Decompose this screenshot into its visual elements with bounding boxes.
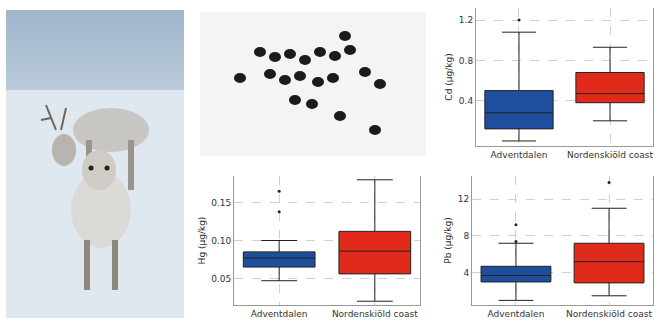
svg-text:Nordenskiöld coast: Nordenskiöld coast [566, 309, 652, 319]
svg-text:Adventdalen: Adventdalen [488, 309, 545, 319]
svg-text:1.2: 1.2 [459, 15, 473, 25]
svg-text:Cd (µg/kg): Cd (µg/kg) [444, 53, 454, 100]
svg-text:Adventdalen: Adventdalen [491, 150, 548, 160]
svg-text:12: 12 [458, 194, 469, 204]
svg-text:0.8: 0.8 [459, 56, 474, 66]
svg-text:8: 8 [463, 231, 469, 241]
svg-text:Adventdalen: Adventdalen [251, 309, 308, 319]
svg-text:0.15: 0.15 [211, 198, 231, 208]
svg-text:0.05: 0.05 [211, 274, 231, 284]
svg-text:Nordenskiöld coast: Nordenskiöld coast [332, 309, 418, 319]
svg-text:Hg (µg/kg): Hg (µg/kg) [197, 217, 207, 265]
svg-text:0.4: 0.4 [459, 96, 474, 106]
svg-text:Nordenskiöld coast: Nordenskiöld coast [567, 150, 653, 160]
svg-text:4: 4 [463, 268, 469, 278]
svg-text:Pb (µg/kg): Pb (µg/kg) [443, 217, 453, 263]
svg-text:0.10: 0.10 [211, 236, 231, 246]
